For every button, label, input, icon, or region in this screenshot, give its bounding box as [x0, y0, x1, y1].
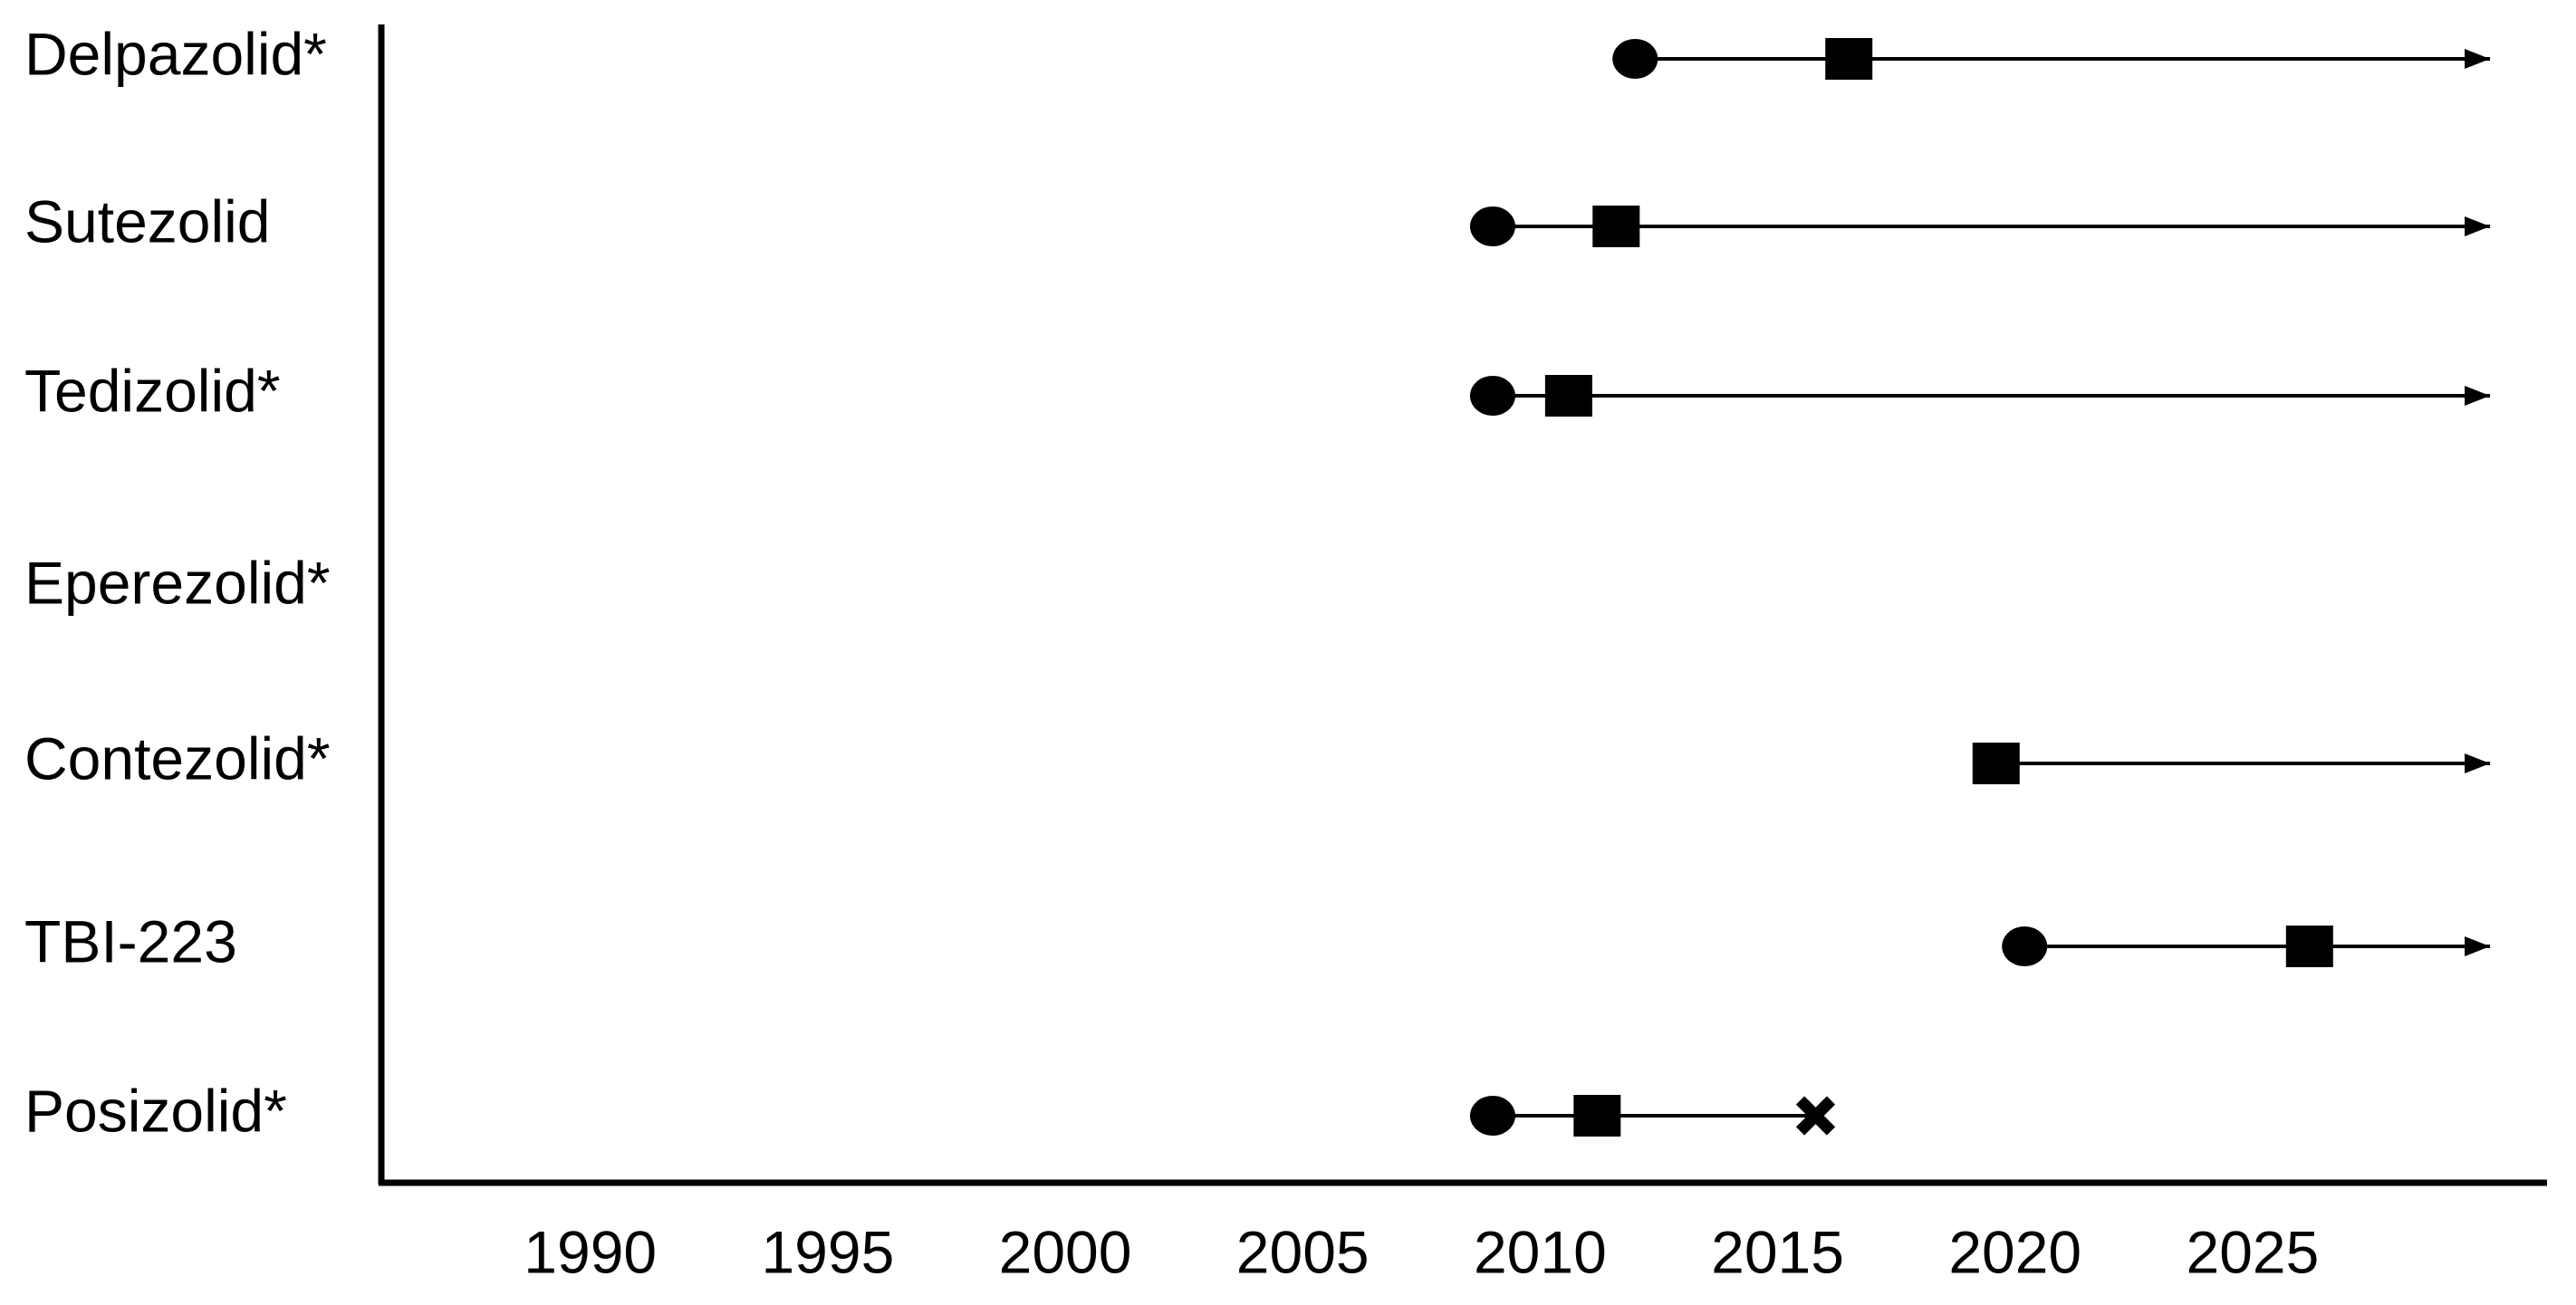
discontinued-marker — [1795, 1096, 1836, 1136]
start-marker — [1469, 376, 1515, 416]
arrow-head — [2465, 753, 2491, 773]
arrow-head — [2465, 386, 2491, 406]
row-label: Delpazolid* — [24, 20, 327, 87]
milestone-marker — [1825, 38, 1873, 80]
start-marker — [1469, 206, 1515, 246]
arrow-head — [2465, 216, 2491, 236]
x-tick-label: 2015 — [1711, 1218, 1844, 1285]
milestone-marker — [2285, 926, 2333, 967]
arrow-head — [2465, 49, 2491, 69]
x-tick-label: 2010 — [1474, 1218, 1607, 1285]
start-marker — [1612, 39, 1658, 79]
milestone-marker — [1592, 206, 1640, 247]
milestone-marker — [1573, 1095, 1621, 1137]
x-tick-label: 2000 — [999, 1218, 1132, 1285]
row-label: Eperezolid* — [24, 549, 331, 616]
row-label: Posizolid* — [24, 1077, 287, 1144]
row-label: TBI-223 — [24, 907, 237, 974]
milestone-marker — [1544, 375, 1592, 417]
row-label: Tedizolid* — [24, 357, 281, 424]
arrow-head — [2465, 936, 2491, 956]
start-marker — [1469, 1096, 1515, 1136]
x-tick-label: 1990 — [524, 1218, 657, 1285]
x-tick-label: 1995 — [761, 1218, 894, 1285]
start-marker — [2002, 926, 2048, 966]
x-tick-label: 2005 — [1236, 1218, 1370, 1285]
x-tick-label: 2025 — [2186, 1218, 2319, 1285]
x-tick-label: 2020 — [1948, 1218, 2081, 1285]
milestone-marker — [1972, 743, 2020, 784]
row-label: Contezolid* — [24, 724, 331, 792]
row-label: Sutezolid — [24, 187, 271, 254]
